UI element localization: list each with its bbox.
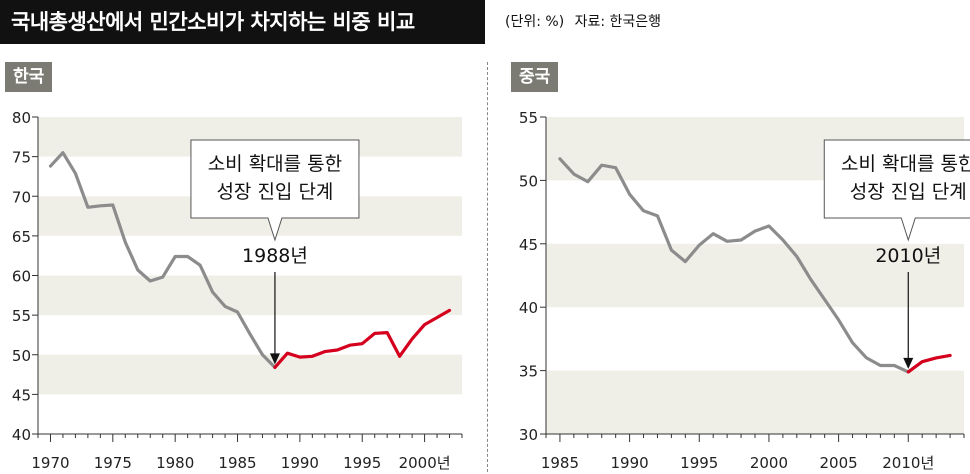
korea-series-before bbox=[48, 151, 277, 369]
korea-callout-box bbox=[190, 139, 360, 242]
korea-y-tick-label: 80 bbox=[12, 109, 31, 127]
china-x-tick-label: 1995 bbox=[680, 454, 718, 472]
korea-year-label: 1988년 bbox=[242, 245, 308, 267]
china-y-tick-label: 30 bbox=[519, 426, 538, 444]
china-series-before bbox=[558, 157, 910, 374]
korea-x-tick-label: 1980 bbox=[156, 454, 194, 472]
chart-title: 국내총생산에서 민간소비가 차지하는 비중 비교 bbox=[0, 0, 485, 44]
korea-y-tick-label: 75 bbox=[12, 149, 31, 167]
korea-callout-text: 소비 확대를 통한 bbox=[208, 153, 342, 175]
korea-arrow-head bbox=[269, 353, 280, 365]
korea-x-tick-label: 1970 bbox=[31, 454, 69, 472]
china-x-tick-label: 2005 bbox=[820, 454, 858, 472]
korea-x-tick-label: 1975 bbox=[94, 454, 132, 472]
unit-label: (단위: %) bbox=[505, 14, 565, 30]
china-y-tick-label: 45 bbox=[519, 236, 538, 254]
china-x-tick-label: 2010년 bbox=[882, 454, 934, 472]
china-callout-text: 성장 진입 단계 bbox=[850, 181, 967, 203]
korea-callout-text: 성장 진입 단계 bbox=[216, 181, 333, 203]
china-y-tick-label: 35 bbox=[519, 363, 538, 381]
china-year-label: 2010년 bbox=[875, 245, 941, 267]
china-callout-box bbox=[823, 139, 970, 242]
korea-y-tick-label: 60 bbox=[12, 268, 31, 286]
korea-y-tick-label: 45 bbox=[12, 386, 31, 404]
china-callout-text: 소비 확대를 통한 bbox=[841, 153, 970, 175]
china-band bbox=[546, 370, 964, 434]
china-band bbox=[546, 243, 964, 308]
korea-y-tick-label: 70 bbox=[12, 188, 31, 206]
china-x-tick-label: 1990 bbox=[611, 454, 649, 472]
korea-band bbox=[38, 354, 462, 395]
korea-x-tick-label: 2000년 bbox=[399, 454, 451, 472]
china-x-tick-label: 1985 bbox=[541, 454, 579, 472]
source-label: 자료: 한국은행 bbox=[574, 14, 662, 30]
panel-divider bbox=[487, 62, 488, 472]
china-series-after bbox=[906, 353, 952, 374]
panel-label-china: 중국 bbox=[511, 62, 559, 92]
korea-y-tick-label: 50 bbox=[12, 347, 31, 365]
panel-label-korea: 한국 bbox=[5, 62, 53, 92]
korea-x-tick-label: 1995 bbox=[343, 454, 381, 472]
korea-series-after bbox=[273, 308, 452, 369]
china-y-tick-label: 55 bbox=[519, 109, 538, 127]
unit-and-source: (단위: %) 자료: 한국은행 bbox=[505, 0, 667, 44]
china-y-tick-label: 50 bbox=[519, 172, 538, 190]
china-x-tick-label: 2000 bbox=[750, 454, 788, 472]
korea-x-tick-label: 1990 bbox=[281, 454, 319, 472]
korea-y-tick-label: 40 bbox=[12, 426, 31, 444]
china-y-tick-label: 40 bbox=[519, 299, 538, 317]
china-arrow-head bbox=[903, 357, 914, 369]
korea-y-tick-label: 55 bbox=[12, 307, 31, 325]
korea-band bbox=[38, 275, 462, 316]
korea-x-tick-label: 1985 bbox=[218, 454, 256, 472]
korea-y-tick-label: 65 bbox=[12, 228, 31, 246]
